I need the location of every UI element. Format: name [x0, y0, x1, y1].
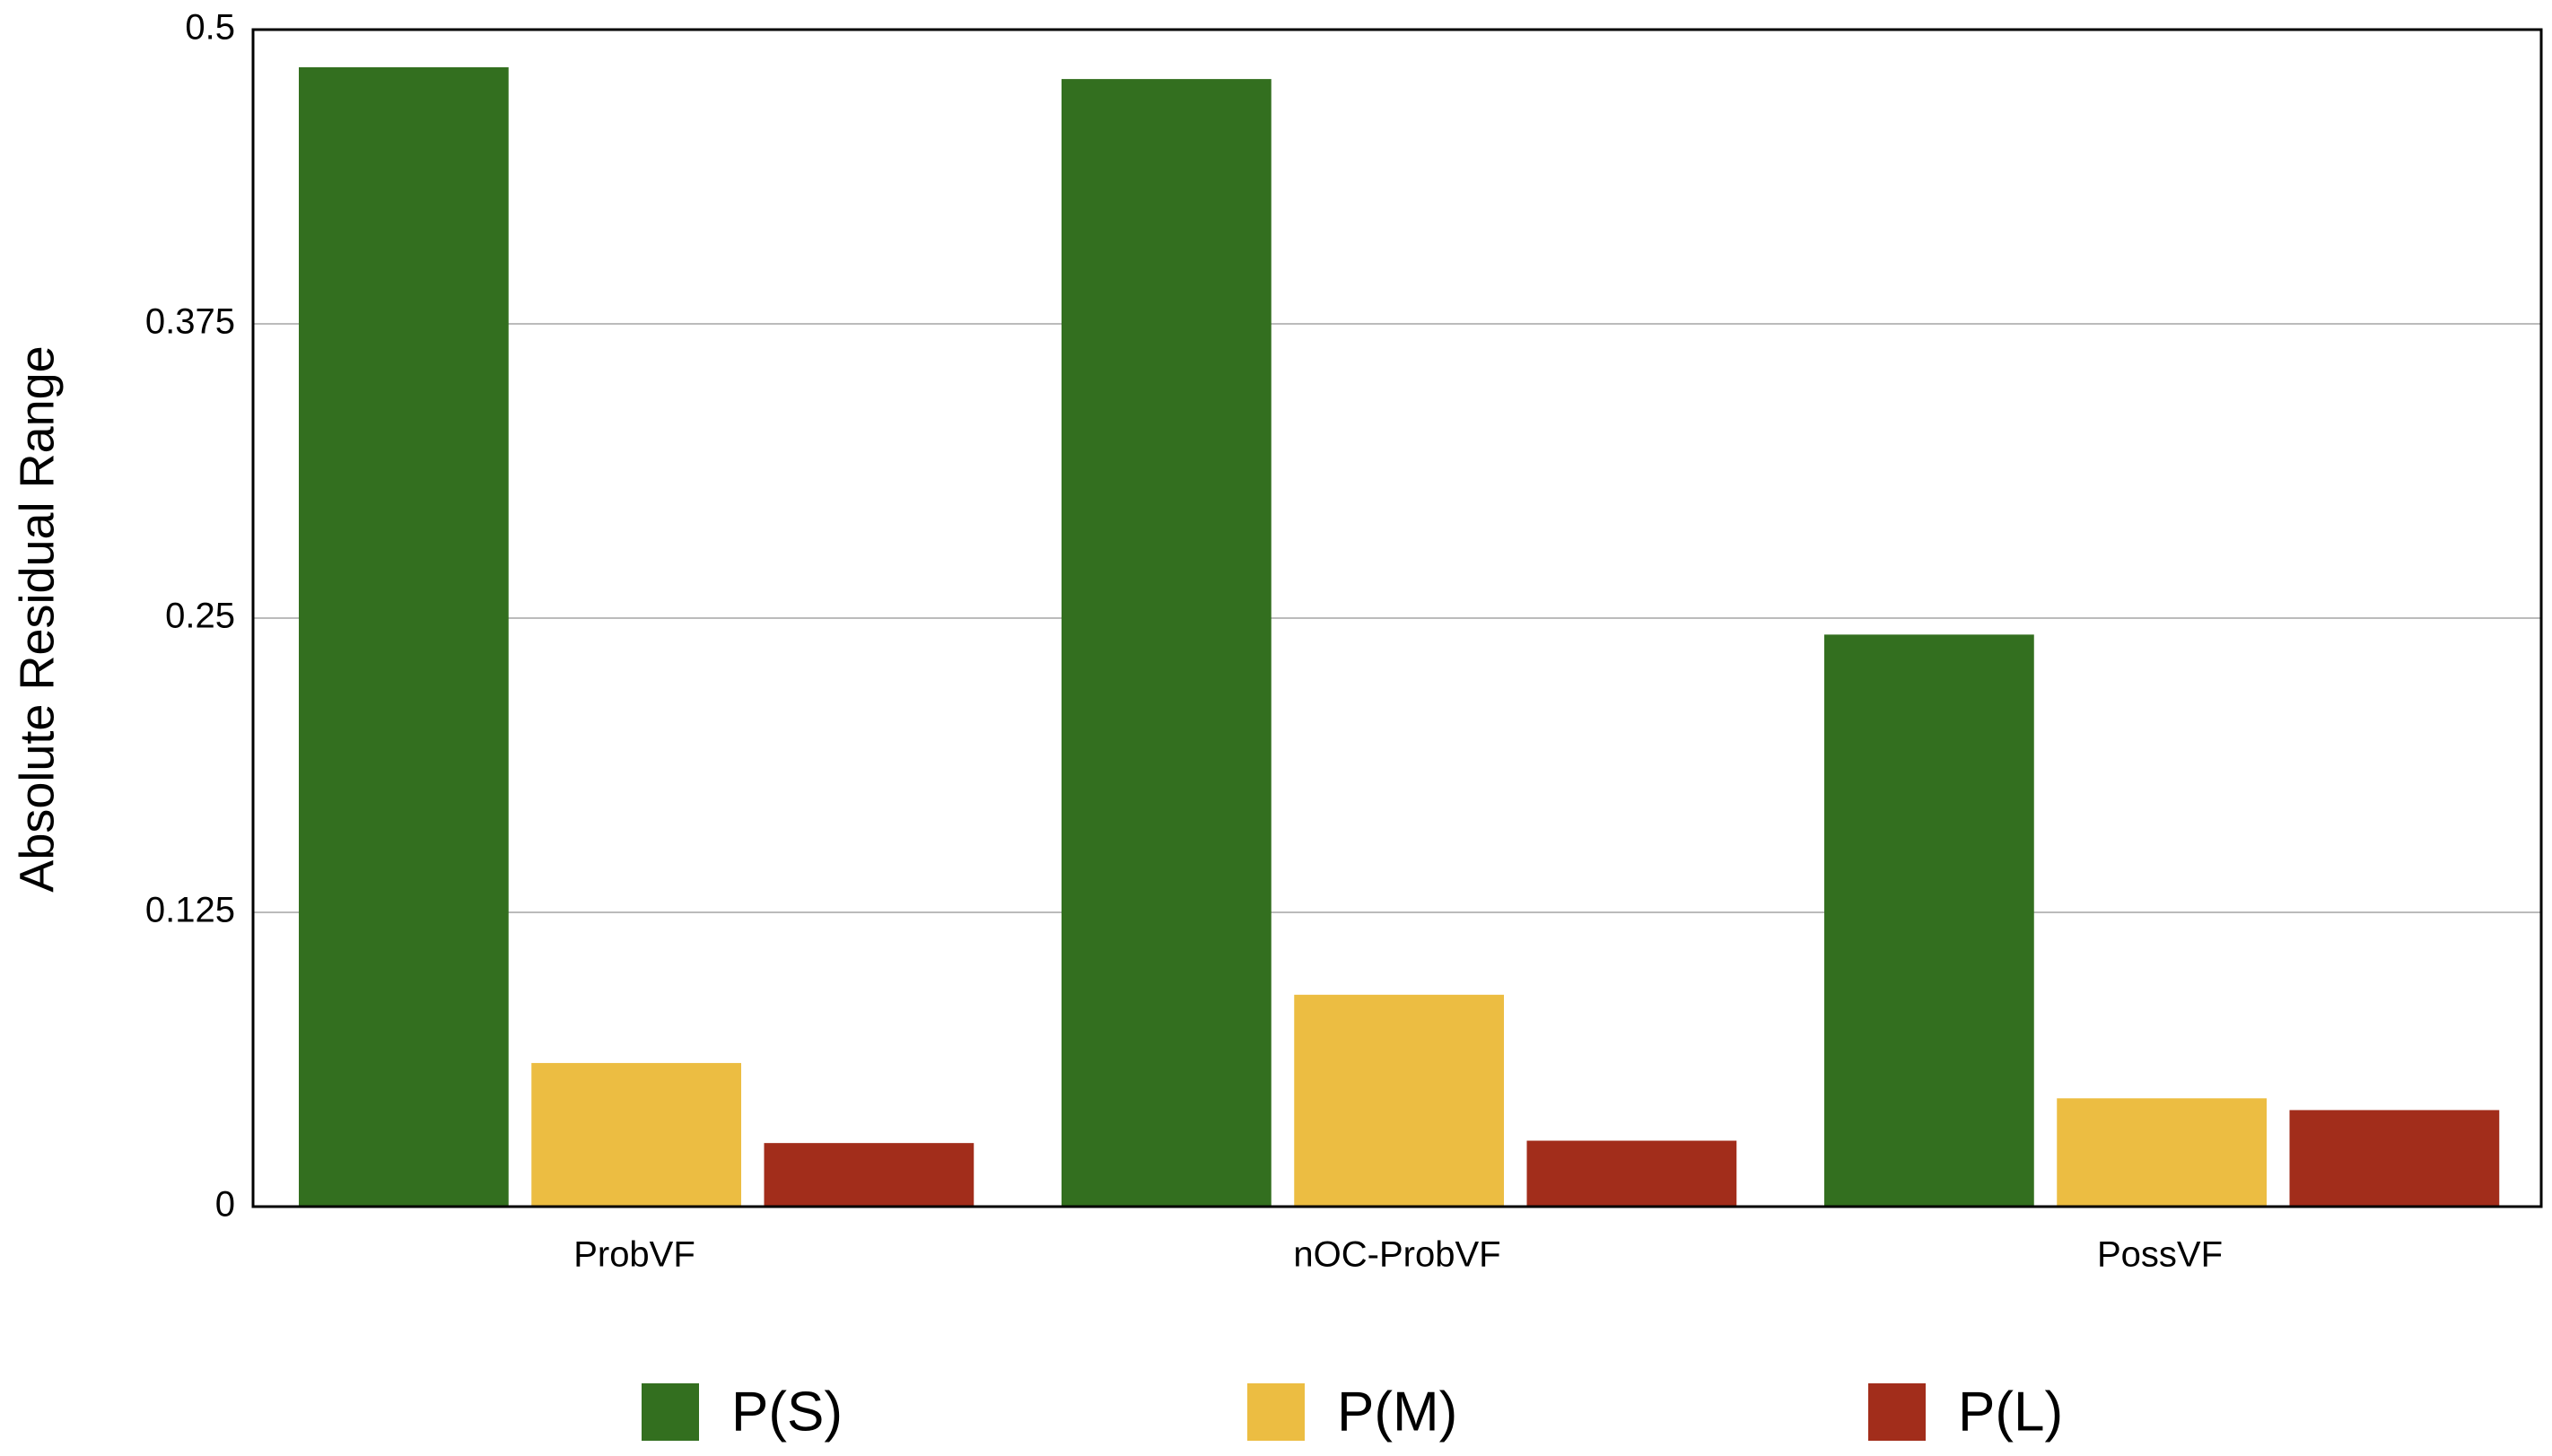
bar — [2057, 1098, 2267, 1207]
bar — [531, 1062, 741, 1207]
bar — [764, 1143, 974, 1207]
legend-swatch — [1868, 1383, 1926, 1441]
bar — [1526, 1140, 1737, 1207]
legend-label: P(S) — [731, 1381, 843, 1443]
bar — [1062, 79, 1272, 1207]
y-axis-label: Absolute Residual Range — [10, 345, 64, 892]
y-tick-label: 0 — [215, 1185, 235, 1225]
y-tick-label: 0.5 — [185, 8, 235, 48]
y-tick-label: 0.375 — [145, 302, 235, 342]
bar — [2289, 1110, 2500, 1207]
legend-label: P(M) — [1337, 1381, 1457, 1443]
bar — [1294, 994, 1504, 1207]
x-tick-label: ProbVF — [573, 1235, 695, 1275]
y-tick-label: 0.125 — [145, 891, 235, 930]
y-tick-label: 0.25 — [165, 597, 235, 636]
plot-frame — [251, 28, 2543, 1208]
x-tick-label: PossVF — [2097, 1235, 2223, 1275]
x-tick-label: nOC-ProbVF — [1293, 1235, 1500, 1275]
bar — [1824, 634, 2034, 1207]
legend-swatch — [642, 1383, 699, 1441]
legend-swatch — [1247, 1383, 1305, 1441]
bar — [299, 66, 509, 1207]
legend-label: P(L) — [1958, 1381, 2063, 1443]
